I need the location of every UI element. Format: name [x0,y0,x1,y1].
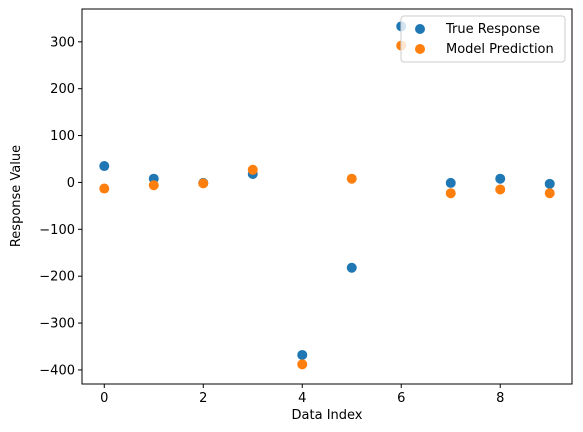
model-prediction-point [297,359,308,370]
axes-frame [81,8,573,385]
legend-box [400,15,566,63]
model-prediction-point [495,184,506,195]
true-response-point [346,262,357,273]
y-tick-label: 100 [50,129,75,144]
x-tick-label: 0 [100,391,108,406]
y-tick-label: 0 [67,176,75,191]
x-tick-label: 6 [397,391,405,406]
model-prediction-point [247,164,258,175]
x-tick-label: 2 [199,391,207,406]
y-axis-title: Response Value [9,145,24,247]
y-tick-label: 200 [50,82,75,97]
true-response-point [495,173,506,184]
x-tick-label: 4 [298,391,306,406]
true-response-point [297,349,308,360]
y-tick-label: −200 [39,270,75,285]
legend-label-model-prediction: Model Prediction [446,42,554,57]
y-tick-label: −300 [39,317,75,332]
plot-area [81,8,573,385]
model-prediction-point [346,173,357,184]
data-points [99,21,555,370]
y-tick-label: −400 [39,363,75,378]
model-prediction-point [148,180,159,191]
true-response-point [99,161,110,172]
true-response-point [445,177,456,188]
true-response-point [544,178,555,189]
legend-label-true-response: True Response [445,22,540,37]
model-prediction-point [198,178,209,189]
x-axis-title: Data Index [292,408,363,423]
x-tick-label: 8 [496,391,504,406]
legend-marker-true-response [415,24,425,34]
model-prediction-point [544,188,555,199]
model-prediction-point [445,188,456,199]
model-prediction-point [99,183,110,194]
legend: True Response Model Prediction [400,15,566,63]
legend-marker-model-prediction [415,44,425,54]
y-tick-label: 300 [50,35,75,50]
x-axis: 0 2 4 6 8 [100,384,504,406]
y-tick-label: −100 [39,223,75,238]
y-axis: −400 −300 −200 −100 0 100 200 300 [39,35,82,378]
